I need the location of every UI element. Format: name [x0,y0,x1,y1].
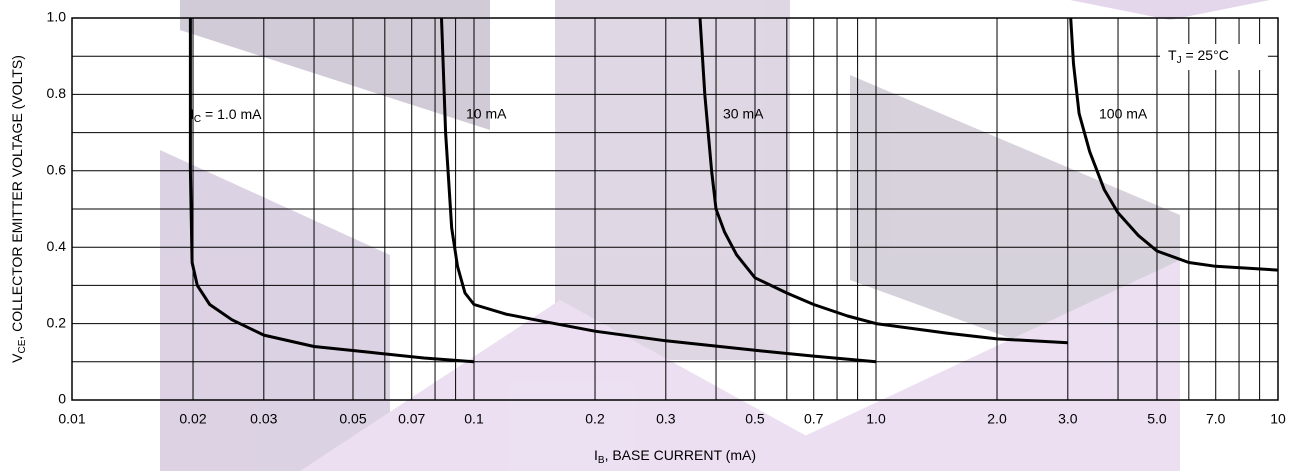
curve-label: IC = 1.0 mA [190,106,262,125]
y-axis-title-part: V [9,353,25,363]
x-axis-title-part: I [594,447,598,463]
y-axis-title: VCE, COLLECTOR EMITTER VOLTAGE (VOLTS) [9,55,28,363]
x-tick-label: 0.05 [339,411,366,427]
x-tick-label: 0.2 [585,411,605,427]
curve [440,17,877,364]
note-part: T [1168,47,1177,63]
curve-label: 30 mA [723,106,764,122]
x-tick-label: 10 [1270,411,1286,427]
y-tick-label: 0 [58,391,66,407]
x-tick-label: 0.01 [58,411,85,427]
watermark [160,0,1270,471]
y-tick-label: 0.2 [47,314,67,330]
y-tick-label: 1.0 [47,9,67,25]
x-tick-label: 0.7 [804,411,824,427]
y-axis-title-part: CE [17,339,28,353]
plot-frame [71,17,1279,401]
x-axis-title-part: B [598,455,605,466]
x-axis-title: IB, BASE CURRENT (mA) [594,447,756,466]
note-part: J [1177,55,1182,66]
y-tick-label: 0.4 [47,238,67,254]
x-tick-label: 7.0 [1206,411,1226,427]
x-tick-label: 0.5 [745,411,765,427]
note-part: = 25°C [1182,47,1229,63]
x-tick-label: 1.0 [866,411,886,427]
curve-label-part: 1.0 mA [217,106,262,122]
curve-label: 10 mA [466,106,507,122]
curve-label-part: = [201,106,217,122]
y-tick-label: 0.6 [47,162,67,178]
y-tick-label: 0.8 [47,85,67,101]
curve [188,18,475,364]
note-box [1160,44,1268,70]
x-axis-title-part: , BASE CURRENT (mA) [605,447,756,463]
x-tick-label: 0.1 [464,411,484,427]
x-tick-label: 0.3 [656,411,676,427]
x-tick-label: 3.0 [1058,411,1078,427]
curve [1069,17,1279,272]
x-tick-label: 0.03 [250,411,277,427]
x-tick-label: 5.0 [1147,411,1167,427]
x-tick-label: 0.02 [179,411,206,427]
curve [698,17,1068,345]
x-tick-label: 2.0 [987,411,1007,427]
x-tick-label: 0.07 [398,411,425,427]
curve-label-part: C [194,114,201,125]
note: TJ = 25°C [1168,47,1229,66]
curve-label: 100 mA [1099,106,1148,122]
y-axis-title-part: , COLLECTOR EMITTER VOLTAGE (VOLTS) [9,55,25,339]
curve-label-part: I [190,106,194,122]
